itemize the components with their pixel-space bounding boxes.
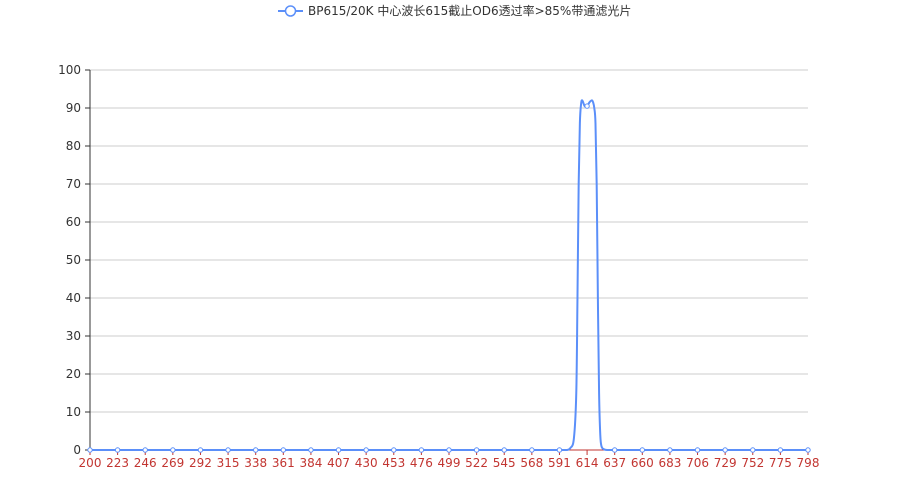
y-tick-label: 80 xyxy=(66,139,81,153)
data-point[interactable] xyxy=(584,103,590,109)
y-tick-label: 0 xyxy=(73,443,81,457)
data-point[interactable] xyxy=(722,447,728,453)
data-point[interactable] xyxy=(170,447,176,453)
data-point[interactable] xyxy=(391,447,397,453)
x-tick-label: 430 xyxy=(355,456,378,470)
x-tick-label: 522 xyxy=(465,456,488,470)
y-tick-label: 70 xyxy=(66,177,81,191)
x-tick-label: 200 xyxy=(79,456,102,470)
axes: 0 10 20 30 40 50 60 70 80 90 100 200 223 246 269 292 315… xyxy=(58,63,819,470)
grid xyxy=(90,69,808,413)
x-tick-label: 683 xyxy=(658,456,681,470)
series-0 xyxy=(87,99,811,453)
y-tick-label: 100 xyxy=(58,63,81,77)
data-point[interactable] xyxy=(805,447,811,453)
x-tick-label: 798 xyxy=(797,456,820,470)
x-tick-label: 223 xyxy=(106,456,129,470)
y-tick-label: 10 xyxy=(66,405,81,419)
legend[interactable]: BP615/20K 中心波长615截止OD6透过率>85%带通滤光片 xyxy=(278,3,631,18)
data-point[interactable] xyxy=(501,447,507,453)
x-tick-label: 407 xyxy=(327,456,350,470)
y-tick-label: 30 xyxy=(66,329,81,343)
data-point[interactable] xyxy=(197,447,204,453)
series-layer xyxy=(87,99,811,453)
x-tick-label: 660 xyxy=(631,456,654,470)
y-tick-label: 40 xyxy=(66,291,81,305)
data-point[interactable] xyxy=(225,447,231,453)
x-tick-label: 752 xyxy=(741,456,764,470)
data-point[interactable] xyxy=(473,447,480,453)
x-tick-label: 706 xyxy=(686,456,709,470)
x-tick-label: 637 xyxy=(603,456,626,470)
x-tick-label: 545 xyxy=(493,456,516,470)
data-point[interactable] xyxy=(114,447,121,453)
data-point[interactable] xyxy=(363,447,369,453)
y-tick-label: 50 xyxy=(66,253,81,267)
data-point[interactable] xyxy=(335,447,342,453)
data-point[interactable] xyxy=(446,447,452,453)
legend-label: BP615/20K 中心波长615截止OD6透过率>85%带通滤光片 xyxy=(308,3,631,18)
data-point[interactable] xyxy=(556,447,563,453)
y-tick-label: 90 xyxy=(66,101,81,115)
data-point[interactable] xyxy=(667,447,673,453)
x-tick-label: 246 xyxy=(134,456,157,470)
data-point[interactable] xyxy=(777,447,784,453)
x-tick-label: 591 xyxy=(548,456,571,470)
data-point[interactable] xyxy=(418,447,425,453)
series-line[interactable] xyxy=(89,99,808,452)
x-tick-label: 729 xyxy=(714,456,737,470)
x-tick-label: 292 xyxy=(189,456,212,470)
data-point[interactable] xyxy=(529,447,535,453)
x-tick-label: 499 xyxy=(438,456,461,470)
data-point[interactable] xyxy=(639,447,646,453)
x-tick-label: 315 xyxy=(217,456,240,470)
data-point[interactable] xyxy=(750,447,756,453)
x-tick-label: 476 xyxy=(410,456,433,470)
x-tick-label: 775 xyxy=(769,456,792,470)
legend-marker-icon xyxy=(284,5,297,17)
data-point[interactable] xyxy=(252,447,259,453)
x-tick-label: 338 xyxy=(244,456,267,470)
y-tick-label: 20 xyxy=(66,367,81,381)
y-tick-label: 60 xyxy=(66,215,81,229)
data-point[interactable] xyxy=(694,447,701,453)
x-tick-label: 384 xyxy=(299,456,322,470)
x-tick-label: 568 xyxy=(520,456,543,470)
data-point[interactable] xyxy=(308,447,314,453)
x-tick-label: 361 xyxy=(272,456,295,470)
data-point[interactable] xyxy=(611,447,618,453)
x-tick-label: 269 xyxy=(161,456,184,470)
data-point[interactable] xyxy=(280,447,287,453)
x-tick-label: 453 xyxy=(382,456,405,470)
x-tick-label: 614 xyxy=(576,456,599,470)
data-point[interactable] xyxy=(87,447,93,453)
data-point[interactable] xyxy=(142,447,148,453)
